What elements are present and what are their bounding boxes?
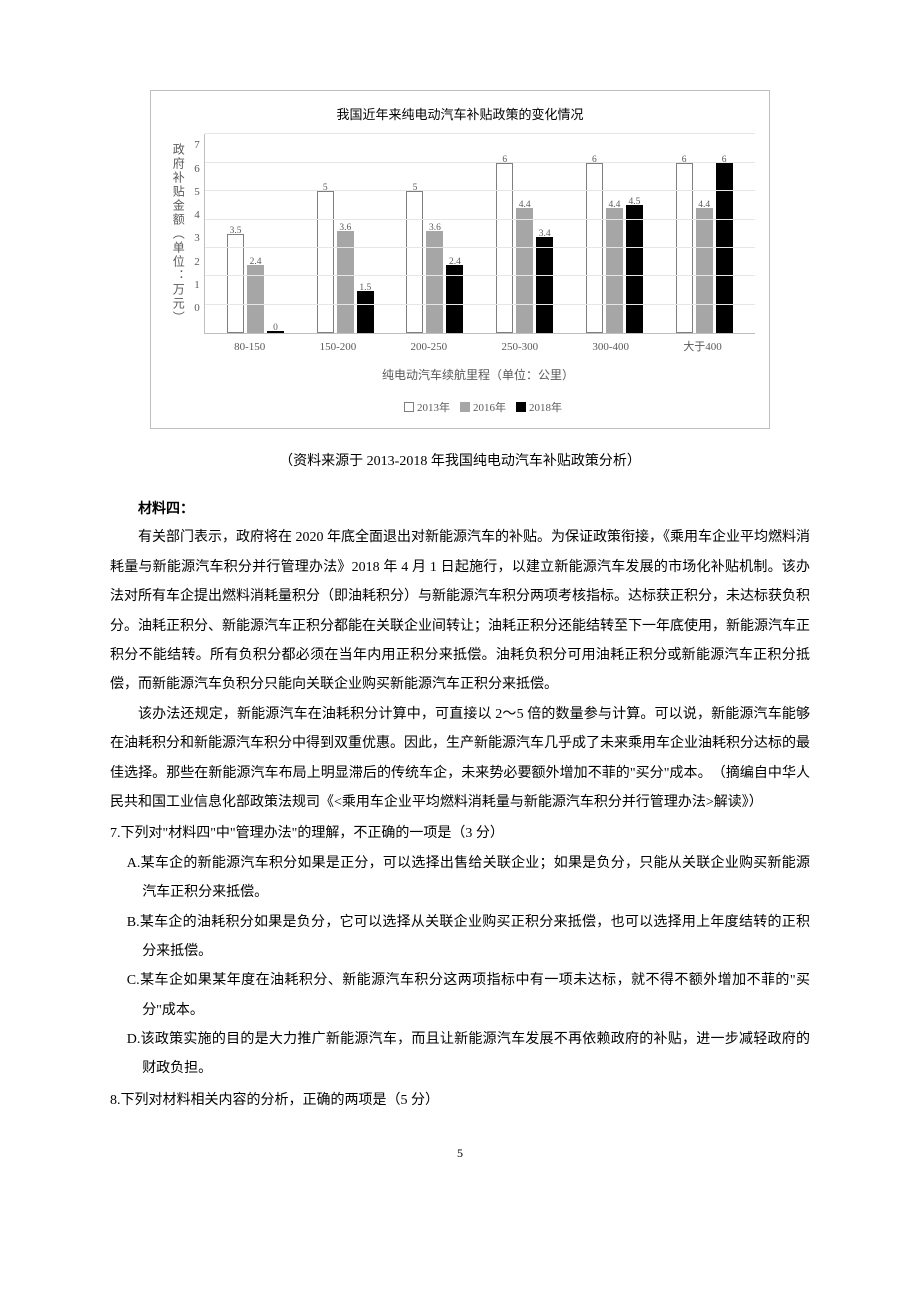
y-axis-ticks: 01234567 (194, 134, 204, 334)
q8-stem: 8.下列对材料相关内容的分析，正确的两项是（5 分） (110, 1086, 810, 1115)
bar: 0 (267, 331, 284, 333)
bar: 4.4 (696, 208, 713, 333)
subsidy-chart: 我国近年来纯电动汽车补贴政策的变化情况 政府补贴金额（单位：万元） 012345… (150, 90, 770, 429)
legend-swatch (460, 402, 470, 412)
y-tick: 3 (194, 227, 200, 250)
bar-value-label: 4.4 (698, 196, 710, 216)
chart-legend: 2013年 2016年 2018年 (201, 397, 755, 420)
q7-option-c: C.某车企如果某年度在油耗积分、新能源汽车积分这两项指标中有一项未达标，就不得不… (110, 966, 810, 1025)
gridline (205, 247, 755, 248)
legend-swatch (516, 402, 526, 412)
bar-value-label: 2.4 (449, 253, 461, 273)
bar: 6 (676, 163, 693, 334)
bar: 1.5 (357, 291, 374, 334)
legend-swatch (404, 402, 414, 412)
y-tick: 5 (194, 181, 200, 204)
legend-label: 2016年 (473, 402, 506, 414)
gridline (205, 304, 755, 305)
bar: 4.4 (516, 208, 533, 333)
gridline (205, 190, 755, 191)
bar-value-label: 3.4 (539, 225, 551, 245)
x-tick: 80-150 (234, 336, 265, 359)
bar-value-label: 3.6 (429, 219, 441, 239)
legend-label: 2013年 (417, 402, 450, 414)
bar: 4.5 (626, 205, 643, 333)
bar-value-label: 5 (413, 179, 418, 199)
bar: 5 (317, 191, 334, 333)
section-4-head: 材料四： (110, 494, 810, 523)
y-tick: 4 (194, 204, 200, 227)
y-tick: 6 (194, 158, 200, 181)
x-tick: 250-300 (501, 336, 538, 359)
x-tick: 150-200 (320, 336, 357, 359)
y-tick: 2 (194, 251, 200, 274)
y-axis-label: 政府补贴金额（单位：万元） (165, 134, 194, 334)
bar-value-label: 6 (502, 151, 507, 171)
bar-value-label: 2.4 (250, 253, 262, 273)
x-tick: 300-400 (592, 336, 629, 359)
bar: 3.4 (536, 237, 553, 334)
bar-value-label: 0 (273, 319, 278, 339)
gridline (205, 219, 755, 220)
x-tick: 200-250 (411, 336, 448, 359)
chart-caption: （资料来源于 2013-2018 年我国纯电动汽车补贴政策分析） (110, 447, 810, 476)
x-axis-label: 纯电动汽车续航里程（单位：公里） (201, 363, 755, 388)
bar: 5 (406, 191, 423, 333)
bar: 6 (586, 163, 603, 334)
q7-option-a: A.某车企的新能源汽车积分如果是正分，可以选择出售给关联企业；如果是负分，只能从… (110, 849, 810, 908)
section-4-para-2: 该办法还规定，新能源汽车在油耗积分计算中，可直接以 2～5 倍的数量参与计算。可… (110, 700, 810, 818)
legend-label: 2018年 (529, 402, 562, 414)
bar-value-label: 3.6 (339, 219, 351, 239)
bar-value-label: 4.4 (519, 196, 531, 216)
bar-value-label: 4.4 (608, 196, 620, 216)
chart-title: 我国近年来纯电动汽车补贴政策的变化情况 (165, 101, 755, 128)
bar-value-label: 6 (682, 151, 687, 171)
y-tick: 7 (194, 134, 200, 157)
bar-value-label: 4.5 (628, 193, 640, 213)
bar-value-label: 1.5 (359, 279, 371, 299)
page-number: 5 (110, 1141, 810, 1166)
gridline (205, 275, 755, 276)
bar: 4.4 (606, 208, 623, 333)
gridline (205, 133, 755, 134)
bar: 3.5 (227, 234, 244, 334)
bar: 6 (716, 163, 733, 334)
q7-option-b: B.某车企的油耗积分如果是负分，它可以选择从关联企业购买正积分来抵偿，也可以选择… (110, 908, 810, 967)
bar-value-label: 3.5 (230, 222, 242, 242)
bar-value-label: 6 (592, 151, 597, 171)
chart-body: 政府补贴金额（单位：万元） 01234567 3.52.4053.61.553.… (165, 134, 755, 334)
section-4-para-1: 有关部门表示，政府将在 2020 年底全面退出对新能源汽车的补贴。为保证政策衔接… (110, 523, 810, 699)
gridline (205, 162, 755, 163)
x-axis-ticks: 80-150 150-200 200-250 250-300 300-400 大于400 (201, 334, 755, 359)
y-tick: 1 (194, 274, 200, 297)
chart-plot-area: 3.52.4053.61.553.62.464.43.464.44.564.46 (204, 134, 755, 334)
q7-option-d: D.该政策实施的目的是大力推广新能源汽车，而且让新能源汽车发展不再依赖政府的补贴… (110, 1025, 810, 1084)
q7-stem: 7.下列对"材料四"中"管理办法"的理解，不正确的一项是（3 分） (110, 819, 810, 848)
bar: 6 (496, 163, 513, 334)
bar-value-label: 6 (722, 151, 727, 171)
y-tick: 0 (194, 297, 200, 320)
bar-value-label: 5 (323, 179, 328, 199)
x-tick: 大于400 (683, 336, 722, 359)
